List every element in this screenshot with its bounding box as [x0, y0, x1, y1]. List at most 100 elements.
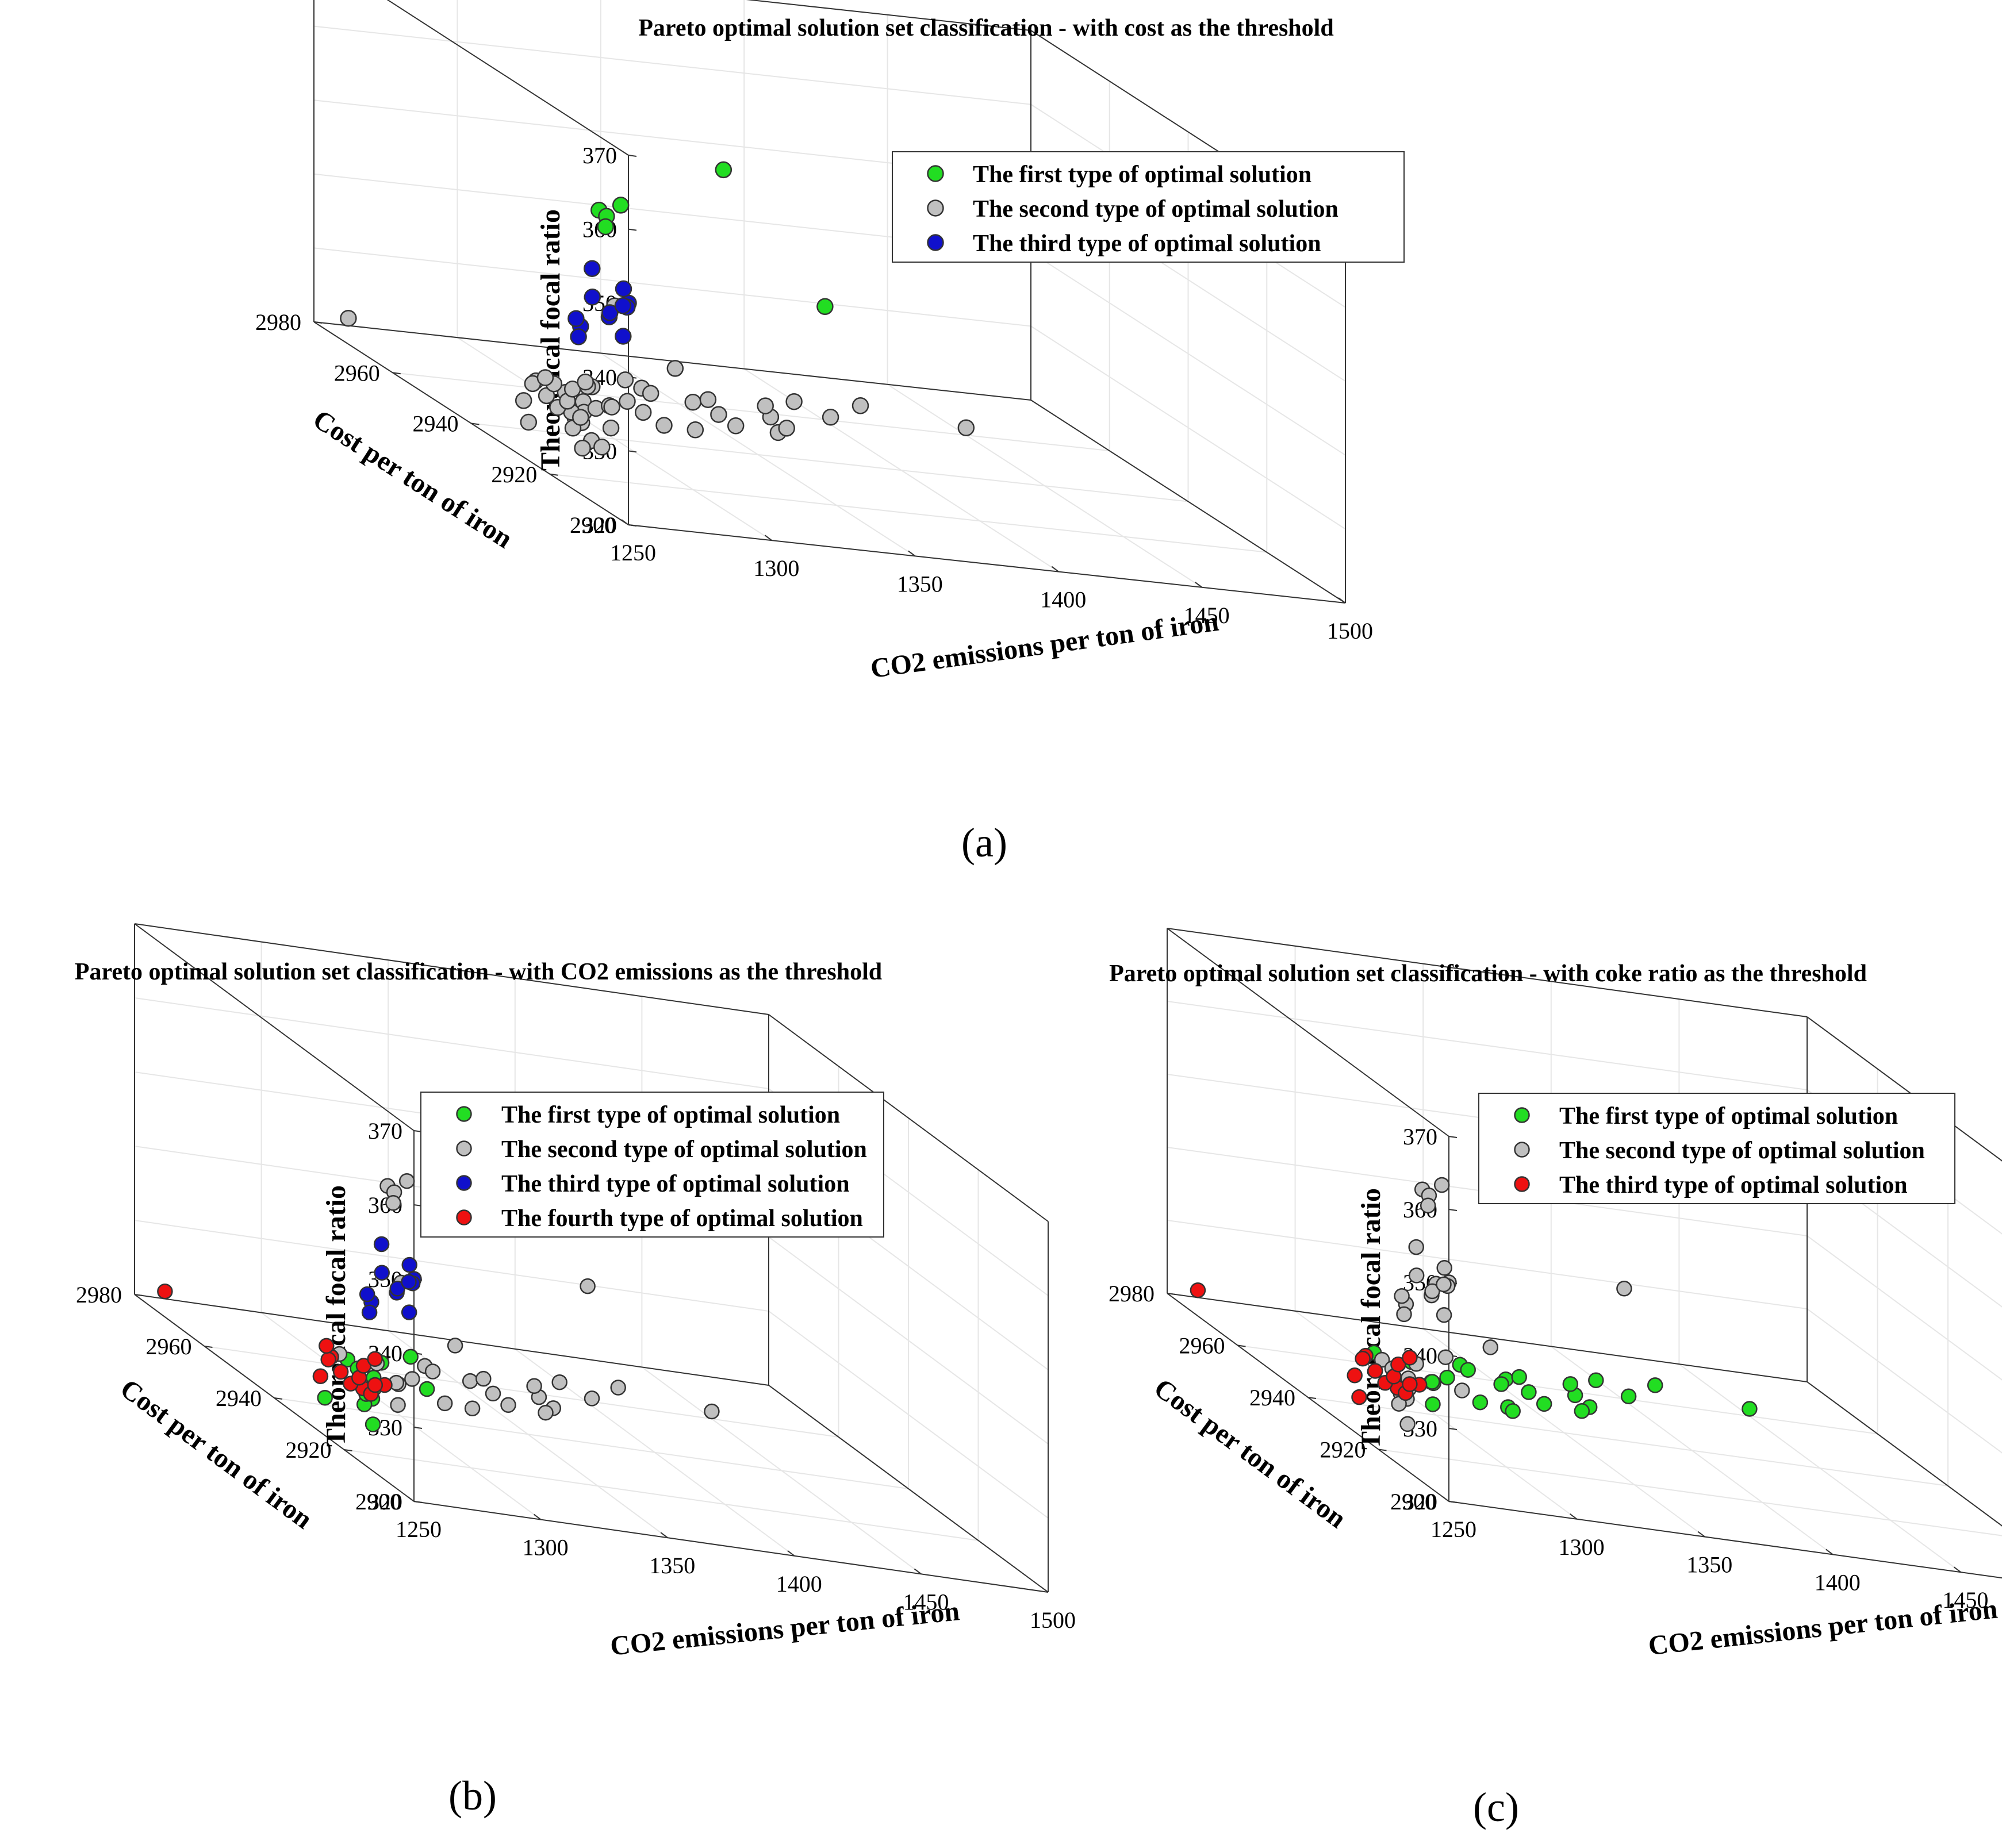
- data-point: [1482, 1339, 1499, 1355]
- data-point: [610, 1380, 626, 1396]
- z-tick: [1448, 1209, 1458, 1211]
- y-tick: [1307, 1397, 1317, 1399]
- axis-box-edge: [628, 524, 1346, 604]
- legend-entry: The fourth type of optimal solution: [501, 1205, 863, 1232]
- chart-title: Pareto optimal solution set classificati…: [75, 959, 882, 985]
- data-point: [584, 289, 601, 306]
- legend-box: [892, 151, 1405, 263]
- data-point: [1436, 1276, 1452, 1293]
- x-tick-label: 1400: [776, 1571, 822, 1597]
- data-point: [1436, 1307, 1452, 1323]
- y-tick: [413, 1501, 423, 1503]
- axis-box-edge: [134, 923, 769, 1015]
- x-tick: [908, 550, 916, 557]
- legend: The first type of optimal solution The se…: [420, 1092, 884, 1238]
- x-tick-label: 1400: [1815, 1569, 1861, 1595]
- data-point: [317, 1389, 333, 1406]
- axis-box-edge: [386, 0, 629, 156]
- legend-entry: The third type of optimal solution: [1559, 1172, 1908, 1198]
- data-point: [390, 1397, 406, 1413]
- y-tick: [204, 1346, 213, 1348]
- data-point: [1367, 1363, 1383, 1379]
- legend-entry: The first type of optimal solution: [1559, 1103, 1898, 1129]
- panel-caption: (a): [961, 820, 1007, 866]
- data-point: [1505, 1403, 1521, 1419]
- z-tick: [628, 450, 637, 453]
- data-point: [614, 297, 632, 314]
- data-point: [551, 1374, 567, 1390]
- x-axis-label: CO2 emissions per ton of iron: [1647, 1594, 1999, 1662]
- axis-box-edge: [768, 1385, 1049, 1593]
- y-tick-label: 2940: [216, 1385, 262, 1411]
- data-point: [1396, 1306, 1412, 1323]
- data-point: [536, 369, 554, 386]
- data-point: [957, 419, 975, 436]
- data-point: [572, 409, 589, 426]
- y-tick: [628, 524, 637, 527]
- y-tick-label: 2960: [146, 1334, 192, 1359]
- data-point: [615, 328, 632, 345]
- legend-marker: [1514, 1107, 1530, 1123]
- y-tick: [1378, 1449, 1387, 1451]
- data-point: [686, 421, 704, 439]
- panel-caption: (b): [448, 1773, 497, 1819]
- x-axis-label: CO2 emissions per ton of iron: [869, 606, 1221, 684]
- series-3: [1190, 1282, 1428, 1405]
- wall-gridline: [768, 1236, 1049, 1444]
- y-tick-label: 2900: [570, 512, 616, 538]
- legend-box: [420, 1092, 884, 1238]
- x-tick: [660, 1532, 668, 1538]
- z-tick: [413, 1427, 423, 1429]
- x-tick-label: 1300: [1559, 1534, 1605, 1560]
- data-point: [419, 1381, 435, 1397]
- data-point: [359, 1286, 375, 1303]
- z-tick-label: 320: [1403, 1489, 1437, 1515]
- data-point: [1536, 1396, 1552, 1412]
- series-2: [340, 297, 975, 457]
- data-point: [615, 280, 632, 298]
- legend-entry: The first type of optimal solution: [973, 162, 1311, 188]
- x-tick: [1441, 1496, 1449, 1502]
- z-tick-label: 370: [582, 143, 617, 168]
- chart-panel-a: 3203303403503603702980296029402920290012…: [255, 0, 1405, 866]
- axis-box-edge: [1167, 928, 1808, 1017]
- data-point: [1433, 1177, 1450, 1193]
- floor-gridline: [471, 422, 1188, 502]
- data-point: [1394, 1288, 1410, 1304]
- x-tick: [1051, 566, 1059, 573]
- x-tick-label: 1350: [1686, 1552, 1732, 1578]
- y-tick: [1448, 1501, 1458, 1503]
- z-axis-label: Theoretical focal ratio: [321, 1185, 351, 1447]
- data-point: [401, 1257, 417, 1273]
- data-point: [1390, 1357, 1406, 1373]
- wall-gridline: [1807, 1381, 2002, 1527]
- y-tick-label: 2920: [491, 462, 537, 487]
- data-point: [584, 260, 601, 277]
- data-point: [704, 1403, 720, 1420]
- data-point: [367, 1377, 383, 1393]
- z-tick: [1448, 1136, 1458, 1138]
- series-2: [1374, 1144, 1632, 1432]
- legend-entry: The third type of optimal solution: [501, 1171, 850, 1197]
- axis-box-edge: [1030, 399, 1346, 604]
- data-point: [401, 1304, 417, 1320]
- data-point: [462, 1373, 478, 1389]
- x-tick-label: 1250: [610, 540, 656, 566]
- y-tick-label: 2980: [76, 1282, 122, 1308]
- data-point: [464, 1400, 481, 1417]
- panel-caption: (c): [1473, 1784, 1519, 1830]
- data-point: [1424, 1374, 1440, 1390]
- legend-marker: [927, 199, 944, 217]
- legend-entry: The second type of optimal solution: [1559, 1138, 1925, 1164]
- y-tick: [313, 321, 323, 324]
- axis-box-edge: [1167, 928, 1449, 1137]
- data-point: [332, 1363, 349, 1380]
- series-1: [590, 161, 834, 316]
- data-point: [312, 1368, 329, 1385]
- data-point: [699, 391, 717, 408]
- chart-title: Pareto optimal solution set classificati…: [1109, 961, 1867, 987]
- data-point: [1190, 1282, 1206, 1298]
- z-tick-label: 370: [1403, 1124, 1437, 1150]
- series-3: [359, 1236, 422, 1320]
